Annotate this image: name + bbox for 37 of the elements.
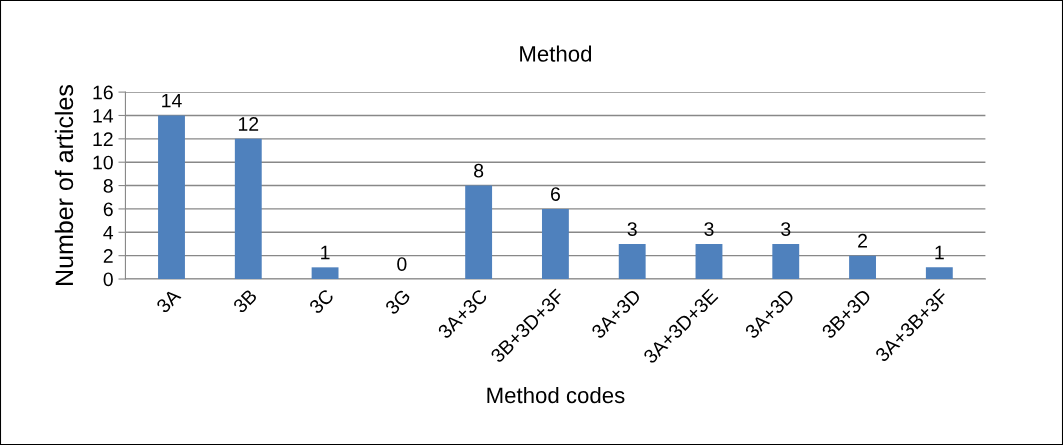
- bar: [925, 267, 953, 280]
- y-tick-label: 4: [103, 225, 114, 240]
- data-label: 2: [858, 233, 867, 248]
- y-tick-label: 2: [103, 249, 113, 263]
- y-tick-label: 6: [103, 202, 113, 217]
- data-label: 6: [551, 187, 560, 201]
- data-label: 12: [238, 117, 259, 131]
- x-tick-label: 3C: [308, 288, 335, 315]
- bar: [772, 243, 800, 280]
- bar: [465, 185, 493, 280]
- x-tick-label: 3A: [155, 287, 182, 314]
- bar: [158, 115, 185, 280]
- y-tick-label: 10: [93, 155, 113, 170]
- y-tick-label: 0: [103, 272, 113, 287]
- data-label: 3: [704, 222, 714, 236]
- data-label: 1: [321, 245, 330, 260]
- chart-title: Method: [520, 45, 592, 62]
- x-tick-label: 3G: [384, 288, 411, 316]
- bar: [849, 255, 876, 280]
- data-label: 0: [397, 257, 407, 272]
- y-tick-label: 12: [93, 132, 113, 146]
- bar: [311, 267, 339, 280]
- bar: [618, 243, 646, 280]
- data-label: 1: [935, 245, 944, 260]
- x-tick-label: 3B: [232, 288, 258, 314]
- data-label: 8: [474, 163, 484, 178]
- bar: [541, 208, 569, 280]
- bar: [234, 138, 262, 280]
- x-axis-title: Method codes: [487, 386, 625, 404]
- data-label: 14: [162, 93, 182, 108]
- y-axis-title: Number of articles: [54, 85, 74, 285]
- data-label: 3: [627, 222, 637, 236]
- y-tick-label: 16: [93, 85, 113, 100]
- y-tick-label: 8: [103, 179, 113, 193]
- bar: [695, 243, 723, 280]
- y-tick-label: 14: [93, 109, 114, 123]
- data-label: 3: [781, 222, 791, 236]
